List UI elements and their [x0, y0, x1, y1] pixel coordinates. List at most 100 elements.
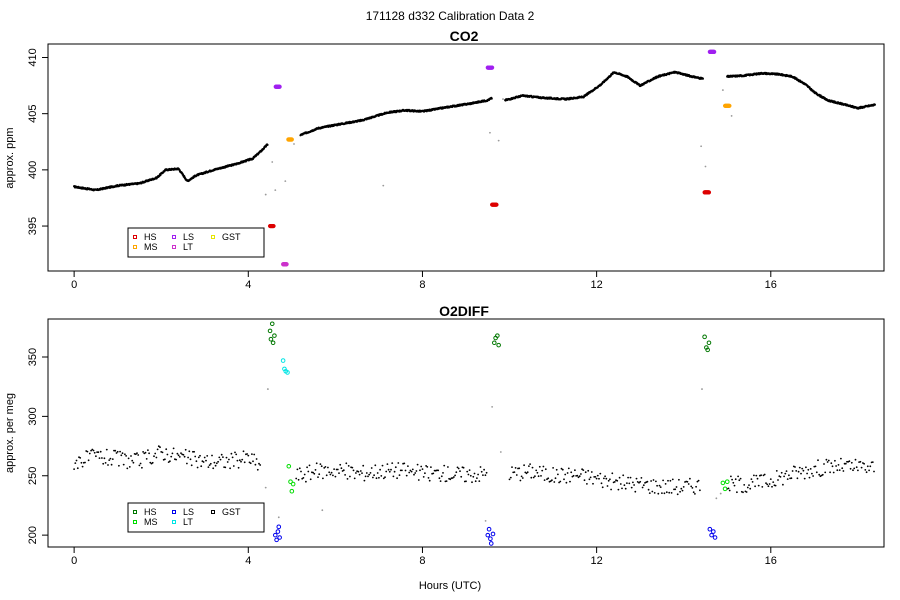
o2diff-ls-point [485, 532, 491, 538]
o2diff-ambient-point [743, 484, 746, 486]
co2-transition-point [489, 131, 491, 134]
o2diff-ambient-point [363, 479, 366, 482]
o2diff-ambient-point [584, 471, 587, 474]
o2diff-ambient-point [642, 484, 645, 487]
o2diff-ambient-point [382, 477, 385, 480]
o2diff-ambient-point [101, 457, 103, 459]
o2diff-ambient-point [156, 448, 159, 451]
o2diff-ambient-point [529, 463, 531, 465]
o2diff-hs-point [702, 334, 707, 340]
o2diff-ambient-point [659, 486, 662, 488]
o2diff-ambient-point [347, 465, 350, 467]
o2diff-ambient-point [653, 492, 656, 494]
o2diff-ambient-point [404, 469, 407, 472]
o2diff-ambient-point [869, 465, 872, 468]
o2diff-ls-point [707, 526, 713, 532]
o2diff-hs-point [496, 342, 501, 348]
o2diff-ambient-point [186, 462, 188, 465]
o2diff-ambient-point [831, 465, 834, 468]
o2diff-ambient-point [863, 462, 865, 465]
o2diff-ambient-point [817, 459, 819, 462]
o2diff-ambient-point [555, 468, 558, 471]
o2diff-ambient-point [609, 478, 611, 481]
o2diff-ms-point [720, 480, 726, 486]
o2diff-ambient-point [416, 463, 419, 466]
o2diff-ambient-point [476, 477, 478, 479]
o2diff-ambient-point [199, 454, 201, 457]
o2diff-ambient-point [392, 475, 395, 478]
o2diff-ambient-point [483, 468, 485, 471]
o2diff-ambient-point [364, 475, 367, 478]
o2diff-ambient-point [756, 477, 759, 480]
o2diff-ambient-point [519, 479, 522, 482]
o2diff-ambient-point [455, 471, 458, 474]
o2diff-ambient-point [237, 466, 240, 469]
o2diff-ambient-point [841, 467, 844, 470]
o2diff-ambient-point [466, 470, 469, 473]
co2-x-tick-label: 16 [765, 279, 777, 291]
o2diff-ambient-point [619, 483, 622, 485]
o2diff-ambient-point [319, 463, 322, 465]
o2diff-ambient-point [375, 477, 378, 480]
o2diff-ambient-point [670, 492, 673, 494]
o2diff-ambient-point [456, 466, 459, 469]
o2diff-ambient-point [632, 481, 634, 484]
o2diff-ambient-point [178, 456, 181, 458]
o2diff-ambient-point [232, 465, 235, 467]
o2diff-ambient-point [554, 477, 557, 480]
o2diff-ambient-point [576, 474, 579, 477]
o2diff-ambient-point [812, 475, 814, 477]
o2diff-ambient-point [344, 474, 346, 476]
o2diff-ambient-point [420, 465, 423, 468]
co2-legend-swatch [133, 235, 137, 239]
o2diff-ambient-point [391, 462, 394, 464]
o2diff-hs-point [705, 347, 710, 353]
o2diff-ambient-point [553, 481, 556, 483]
o2diff-ambient-point [215, 462, 218, 465]
o2diff-ambient-point [559, 480, 562, 483]
o2diff-ambient-point [390, 468, 392, 471]
o2diff-ambient-point [396, 477, 398, 480]
o2diff-ambient-point [300, 470, 302, 473]
o2diff-ambient-point [468, 469, 471, 471]
o2diff-ambient-point [218, 456, 221, 459]
o2diff-ambient-point [99, 450, 102, 453]
o2diff-ambient-point [115, 452, 118, 454]
co2-lt-point [284, 262, 289, 267]
o2diff-ambient-point [122, 463, 125, 466]
o2diff-ambient-point [114, 449, 117, 452]
o2diff-ambient-point [342, 469, 345, 472]
o2diff-ambient-point [325, 474, 328, 477]
o2diff-ambient-point [586, 483, 588, 485]
o2diff-hs-point [272, 333, 277, 338]
o2diff-ambient-point [518, 467, 521, 470]
o2diff-ambient-point [138, 464, 141, 467]
o2diff-transition-point [277, 516, 280, 519]
o2diff-ambient-point [601, 486, 604, 489]
o2diff-ambient-point [859, 460, 862, 463]
co2-transition-point [730, 115, 733, 117]
o2diff-ambient-point [784, 472, 787, 475]
o2diff-ambient-point [647, 488, 650, 491]
o2diff-ls-point [712, 535, 718, 540]
o2diff-ambient-point [699, 489, 701, 492]
o2diff-ambient-point [430, 466, 432, 468]
o2diff-ambient-point [207, 466, 210, 468]
o2diff-ambient-point [149, 461, 152, 464]
o2diff-ambient-point [194, 455, 197, 458]
o2diff-ambient-point [513, 471, 516, 473]
o2diff-ambient-point [111, 458, 114, 460]
o2diff-ambient-point [376, 472, 379, 474]
o2diff-ambient-point [588, 478, 591, 481]
o2diff-ambient-point [253, 453, 256, 456]
co2-legend-label: GST [222, 232, 241, 242]
o2diff-ambient-point [592, 482, 594, 485]
o2diff-ambient-point [679, 490, 681, 493]
o2diff-ambient-point [814, 465, 817, 468]
o2diff-ambient-point [144, 451, 147, 454]
o2diff-ambient-point [128, 466, 131, 468]
o2diff-ls-point [488, 536, 493, 541]
o2diff-ambient-point [384, 476, 386, 479]
